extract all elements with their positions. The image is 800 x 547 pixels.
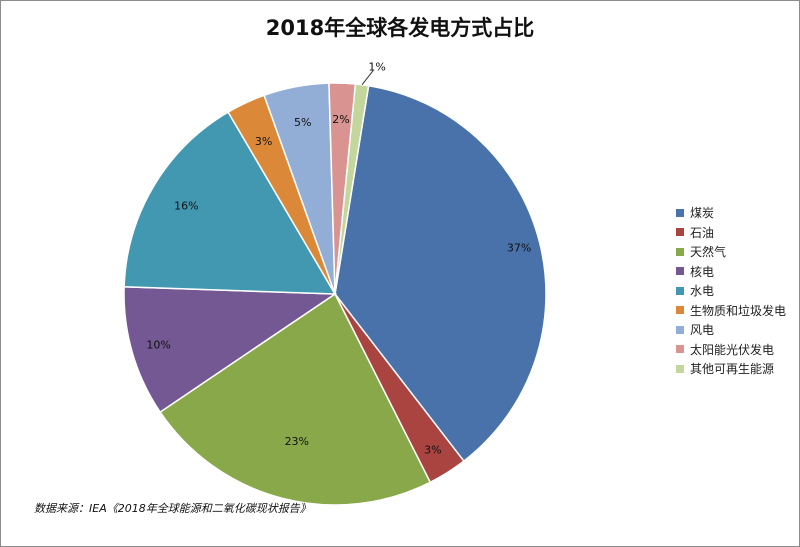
legend-swatch [676,208,684,217]
legend-item: 水电 [676,281,786,301]
legend-label: 煤炭 [690,206,715,221]
legend-item: 煤炭 [676,203,786,223]
legend-swatch [676,306,684,315]
legend-label: 风电 [690,323,715,338]
legend-swatch [676,247,684,256]
legend-label: 生物质和垃圾发电 [690,303,787,318]
pie-slice [123,285,338,414]
slice-data-label: 1% [368,61,385,74]
legend-item: 石油 [676,223,786,243]
slice-data-label: 5% [294,116,311,129]
legend-swatch [676,267,684,276]
chart-title: 2018年全球各发电方式占比 [265,16,535,40]
legend-item: 太阳能光伏发电 [676,340,786,360]
legend-label: 天然气 [690,245,727,260]
chart-legend: 煤炭石油天然气核电水电生物质和垃圾发电 风电太阳能光伏发电 其他可再生能源 [676,203,786,379]
legend-label: 太阳能光伏发电 [690,342,775,357]
legend-swatch [676,325,684,334]
legend-label: 核电 [690,264,715,279]
slice-data-label: 37% [507,241,531,254]
legend-label: 石油 [690,225,715,240]
pie-slice [123,111,337,295]
leader-line [361,70,374,86]
legend-label: 其他可再生能源 [690,362,775,377]
pie-slice [334,84,547,463]
pie-slice [334,83,370,295]
legend-item: 核电 [676,262,786,282]
slice-data-label: 16% [174,199,198,212]
slice-data-label: 2% [332,113,349,126]
slice-data-label: 10% [146,339,170,352]
legend-item: 生物质和垃圾发电 [676,301,786,321]
legend-label: 水电 [690,284,715,299]
legend-swatch [676,364,684,373]
source-note: 数据来源：IEA《2018年全球能源和二氧化碳现状报告》 [34,502,311,515]
slice-data-label: 23% [285,435,309,448]
legend-item: 天然气 [676,242,786,262]
legend-swatch [676,286,684,295]
pie-slice [159,292,432,506]
legend-swatch [676,228,684,237]
legend-item: 其他可再生能源 [676,359,786,379]
legend-swatch [676,345,684,354]
legend-item: 风电 [676,320,786,340]
slice-data-label: 3% [255,135,272,148]
slice-data-label: 3% [424,443,441,456]
